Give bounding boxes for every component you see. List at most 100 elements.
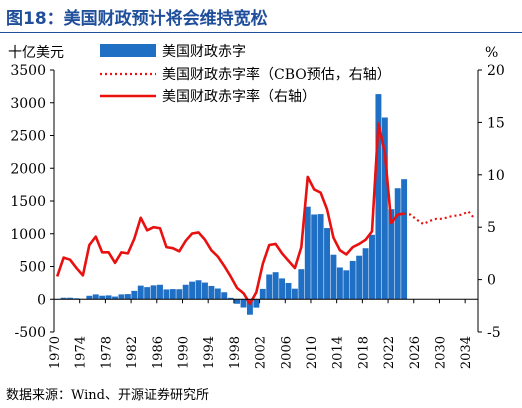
deficit-bar-2002: [259, 288, 266, 300]
deficit-bar-1999: [240, 299, 247, 308]
deficit-bar-1985: [150, 285, 157, 300]
deficit-bar-1991: [189, 281, 196, 300]
title-rule: [0, 32, 522, 33]
deficit-bar-2000: [246, 299, 253, 315]
deficit-bar-1988: [169, 289, 176, 300]
deficit-bar-1977: [99, 295, 106, 300]
left-tick-label: 500: [19, 260, 46, 276]
right-tick-label: 15: [487, 115, 505, 131]
legend-label-dotted: 美国财政赤字率（CBO预估，右轴）: [162, 66, 391, 83]
deficit-bar-1980: [118, 294, 125, 300]
x-tick-label: 1978: [99, 336, 114, 369]
axes-layer: 3500 3000 2500 2000 1500 1000 500 0 -500 20 15 10 5 0…: [8, 45, 505, 369]
left-tick-label: 1500: [10, 194, 46, 210]
deficit-bar-1986: [157, 284, 163, 300]
deficit-bar-1984: [144, 287, 151, 300]
deficit-bar-1997: [227, 297, 234, 300]
deficit-bar-2024: [401, 179, 408, 300]
deficit-bar-2010: [311, 214, 318, 300]
deficit-bar-2022: [388, 209, 395, 300]
deficit-bar-2015: [343, 270, 350, 300]
x-tick-label: 2002: [254, 336, 269, 369]
deficit-bar-1992: [195, 280, 202, 300]
deficit-bar-1995: [214, 288, 221, 300]
deficit-bar-1998: [234, 299, 241, 304]
left-tick-label: 3000: [10, 96, 46, 112]
deficit-bar-1972: [67, 297, 74, 300]
x-tick-label: 2034: [459, 336, 474, 369]
deficit-bar-1993: [202, 282, 208, 300]
deficit-bar-2009: [304, 206, 311, 300]
left-tick-label: 0: [37, 292, 46, 308]
x-tick-label: 1970: [48, 336, 63, 369]
deficit-bar-2023: [394, 188, 401, 300]
x-tick-label: 1990: [176, 336, 191, 369]
deficit-bar-1994: [208, 285, 215, 300]
x-tick-label: 1998: [228, 336, 243, 369]
x-tick-label: 2030: [433, 336, 448, 369]
x-tick-label: 2022: [382, 336, 397, 369]
deficit-bar-2006: [285, 283, 292, 300]
right-tick-label: 20: [487, 63, 505, 79]
deficit-bar-1981: [124, 294, 131, 300]
deficit-bar-1983: [137, 285, 144, 300]
deficit-bar-1996: [221, 292, 228, 300]
left-tick-label: 2000: [10, 161, 46, 177]
left-tick-label: 2500: [10, 129, 46, 145]
lines-layer: [55, 122, 476, 306]
deficit-bar-2003: [266, 274, 273, 300]
deficit-bar-1987: [163, 289, 170, 300]
right-axis-unit: %: [485, 45, 498, 61]
x-tick-label: 2026: [408, 336, 423, 369]
x-tick-label: 2006: [279, 336, 294, 369]
deficit-bar-2001: [253, 299, 260, 308]
deficit-bar-1971: [60, 297, 67, 300]
left-tick-label: 3500: [10, 63, 46, 79]
cbo-projection-line: [403, 210, 476, 226]
deficit-bar-2008: [298, 269, 305, 300]
deficit-bar-1982: [131, 290, 138, 300]
deficit-bar-1979: [112, 296, 118, 300]
figure-title: 图18：美国财政预计将会维持宽松: [6, 9, 268, 29]
x-tick-label: 2018: [356, 336, 371, 369]
deficit-bar-2021: [381, 117, 388, 300]
source-note: 数据来源：Wind、开源证券研究所: [6, 388, 209, 403]
deficit-bar-2005: [279, 278, 286, 300]
x-tick-label: 1986: [151, 336, 166, 369]
x-tick-label: 1974: [74, 336, 89, 369]
deficit-bar-2017: [356, 255, 363, 300]
legend-swatch-bar: [100, 44, 156, 57]
deficit-bar-2014: [336, 267, 343, 300]
deficit-bar-2018: [362, 248, 369, 300]
right-tick-label: 5: [487, 220, 496, 236]
deficit-bar-1978: [105, 295, 112, 300]
deficit-bar-2013: [330, 254, 337, 300]
deficit-bar-2012: [324, 228, 330, 300]
right-tick-label: 0: [487, 273, 496, 289]
x-tick-label: 1994: [202, 336, 217, 369]
right-tick-label: 10: [487, 168, 505, 184]
legend-label-line: 美国财政赤字率（右轴）: [162, 88, 316, 105]
deficit-bar-2011: [317, 214, 324, 300]
deficit-bar-2007: [291, 288, 298, 300]
legend-label-bar: 美国财政赤字: [162, 44, 246, 60]
x-tick-label: 1982: [125, 336, 140, 369]
deficit-bar-1975: [86, 295, 93, 300]
deficit-bar-1990: [182, 284, 189, 300]
left-axis-unit: 十亿美元: [8, 45, 64, 61]
deficit-bar-2004: [272, 272, 279, 300]
deficit-bar-2016: [349, 260, 356, 300]
deficit-bar-1976: [92, 294, 99, 300]
x-tick-label: 2010: [305, 336, 320, 369]
bars-layer: [54, 94, 408, 315]
left-tick-label: 1000: [10, 227, 46, 243]
deficit-bar-1989: [176, 289, 183, 300]
deficit-bar-2020: [375, 94, 382, 300]
x-tick-label: 2014: [331, 336, 346, 369]
right-tick-label: -5: [487, 325, 501, 341]
deficit-bar-2019: [369, 234, 375, 300]
left-tick-label: -500: [15, 325, 46, 341]
deficit-ratio-line: [55, 122, 405, 306]
